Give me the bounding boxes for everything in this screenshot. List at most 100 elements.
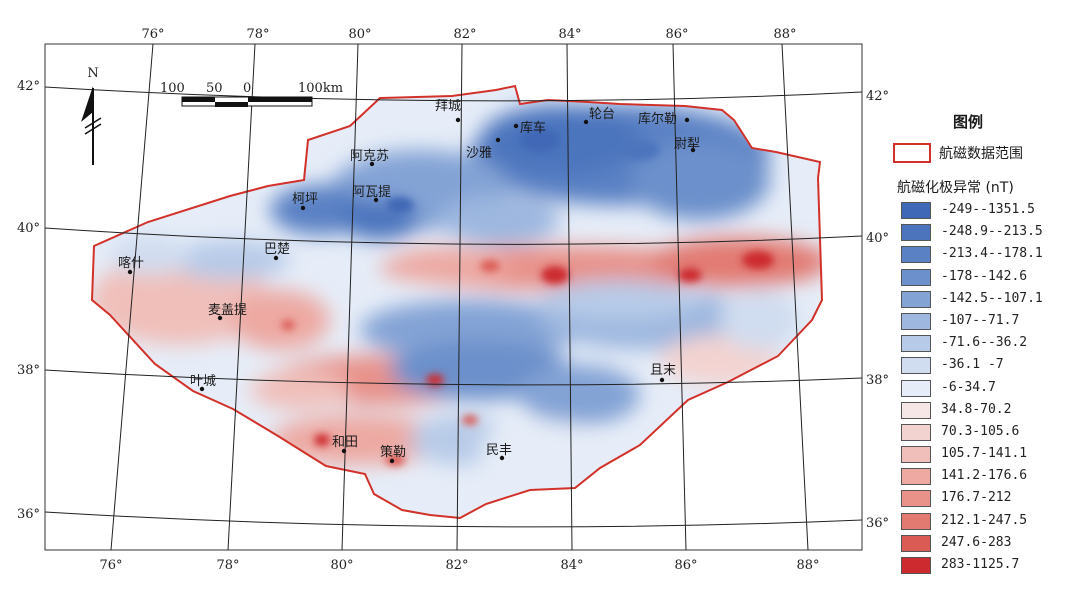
legend-swatch bbox=[901, 490, 931, 508]
city-dot bbox=[217, 315, 223, 321]
scale-label: 0 bbox=[243, 81, 251, 96]
legend-swatch bbox=[901, 202, 931, 219]
legend-swatch bbox=[901, 312, 931, 330]
lon-label-top: 84° bbox=[558, 27, 581, 42]
city-dot bbox=[341, 448, 347, 454]
lon-label-top: 76° bbox=[141, 27, 164, 42]
north-label: N bbox=[87, 66, 98, 81]
legend-swatch bbox=[901, 335, 931, 353]
legend-label: -107--71.7 bbox=[941, 312, 1020, 328]
city-dot bbox=[300, 205, 306, 211]
lon-label-top: 78° bbox=[246, 27, 269, 42]
lon-label-bottom: 84° bbox=[560, 558, 583, 573]
lat-label-left: 40° bbox=[17, 221, 40, 236]
city-dot bbox=[273, 255, 279, 261]
city-dot bbox=[369, 161, 375, 167]
scale-label: 100 bbox=[160, 81, 185, 96]
legend-swatch bbox=[901, 557, 931, 574]
legend-swatch bbox=[901, 446, 931, 464]
lon-label-top: 86° bbox=[665, 27, 688, 42]
legend-swatch bbox=[901, 379, 931, 397]
city-dot bbox=[583, 119, 589, 125]
city-dot bbox=[199, 386, 205, 392]
city-dot bbox=[659, 377, 665, 383]
city-label: 喀什 bbox=[118, 255, 144, 271]
city-dot bbox=[495, 137, 501, 143]
lon-label-top: 82° bbox=[453, 27, 476, 42]
legend-label: 34.8-70.2 bbox=[941, 401, 1012, 417]
lon-label-bottom: 82° bbox=[445, 558, 468, 573]
graticule bbox=[44, 43, 863, 551]
city-dot bbox=[127, 269, 133, 275]
legend-label: 247.6-283 bbox=[941, 534, 1012, 550]
lat-label-right: 38° bbox=[866, 373, 889, 388]
legend-label: -178--142.6 bbox=[941, 268, 1028, 284]
city-dot bbox=[455, 117, 461, 123]
lat-label-right: 40° bbox=[866, 231, 889, 246]
legend-label: 283-1125.7 bbox=[941, 557, 1020, 572]
bottom-lon-labels: 76° 78° 80° 82° 84° 86° 88° bbox=[99, 558, 819, 573]
scale-bar: 100 50 0 100km bbox=[160, 81, 343, 107]
legend-label: 212.1-247.5 bbox=[941, 512, 1028, 528]
lon-label-top: 80° bbox=[348, 27, 371, 42]
legend-swatch bbox=[901, 246, 931, 264]
city-dot bbox=[499, 455, 505, 461]
survey-range-label: 航磁数据范围 bbox=[939, 146, 1023, 162]
legend-label: -248.9--213.5 bbox=[941, 224, 1043, 240]
city-dot bbox=[389, 458, 395, 464]
city-label: 且末 bbox=[650, 363, 676, 378]
legend: 图例 航磁数据范围 航磁化极异常 (nT) -249--1351.5 -248.9… bbox=[893, 105, 1071, 585]
lon-label-bottom: 76° bbox=[99, 558, 122, 573]
legend-swatch bbox=[901, 401, 931, 419]
scale-label: 100km bbox=[298, 81, 343, 96]
legend-label: 141.2-176.6 bbox=[941, 468, 1028, 484]
legend-label: -36.1 -7 bbox=[941, 357, 1004, 373]
legend-label: -213.4--178.1 bbox=[941, 246, 1043, 262]
city-label: 策勒 bbox=[380, 444, 406, 460]
top-lon-labels: 76° 78° 80° 82° 84° 86° 88° bbox=[141, 27, 796, 42]
legend-label: -142.5--107.1 bbox=[941, 290, 1043, 306]
legend-swatch bbox=[901, 534, 931, 552]
city-label: 柯坪 bbox=[292, 192, 318, 207]
lat-label-right: 42° bbox=[866, 89, 889, 104]
lat-label-left: 42° bbox=[17, 79, 40, 94]
legend-label: 105.7-141.1 bbox=[941, 446, 1028, 462]
city-dot bbox=[684, 117, 690, 123]
legend-label: -6-34.7 bbox=[941, 379, 996, 395]
north-arrow-icon: N bbox=[81, 66, 102, 165]
city-label: 拜城 bbox=[435, 99, 461, 114]
lat-label-left: 36° bbox=[17, 507, 40, 522]
city-label: 叶城 bbox=[190, 374, 216, 389]
left-lat-labels: 42° 40° 38° 36° bbox=[17, 79, 40, 522]
anomaly-legend-title: 航磁化极异常 (nT) bbox=[897, 180, 1014, 196]
city-dot bbox=[373, 197, 379, 203]
legend-swatch bbox=[901, 224, 931, 242]
legend-swatch bbox=[901, 357, 931, 375]
city-dot bbox=[513, 123, 519, 129]
lon-label-bottom: 86° bbox=[674, 558, 697, 573]
lon-label-bottom: 80° bbox=[330, 558, 353, 573]
city-label: 库尔勒 bbox=[638, 111, 677, 127]
legend-label: -71.6--36.2 bbox=[941, 335, 1028, 351]
legend-title: 图例 bbox=[952, 113, 983, 131]
scale-label: 50 bbox=[206, 81, 223, 96]
city-label: 沙雅 bbox=[466, 146, 492, 161]
survey-boundary bbox=[90, 84, 824, 520]
city-labels: 拜城 轮台 库车 沙雅 库尔勒 尉犁 阿克苏 柯坪 阿瓦提 巴楚 喀什 麦盖提 … bbox=[118, 99, 700, 464]
legend-label: 70.3-105.6 bbox=[941, 423, 1020, 439]
city-label: 阿克苏 bbox=[350, 148, 389, 164]
legend-swatch bbox=[901, 512, 931, 530]
city-label: 阿瓦提 bbox=[352, 184, 391, 200]
city-label: 轮台 bbox=[589, 107, 615, 122]
legend-label: -249--1351.5 bbox=[941, 202, 1035, 217]
city-label: 库车 bbox=[520, 120, 546, 136]
legend-swatch bbox=[901, 468, 931, 486]
city-label: 尉犁 bbox=[674, 137, 700, 152]
survey-range-swatch bbox=[893, 143, 931, 163]
lon-label-top: 88° bbox=[773, 27, 796, 42]
lon-label-bottom: 88° bbox=[796, 558, 819, 573]
city-label: 麦盖提 bbox=[208, 302, 247, 318]
lon-label-bottom: 78° bbox=[216, 558, 239, 573]
lat-label-right: 36° bbox=[866, 516, 889, 531]
